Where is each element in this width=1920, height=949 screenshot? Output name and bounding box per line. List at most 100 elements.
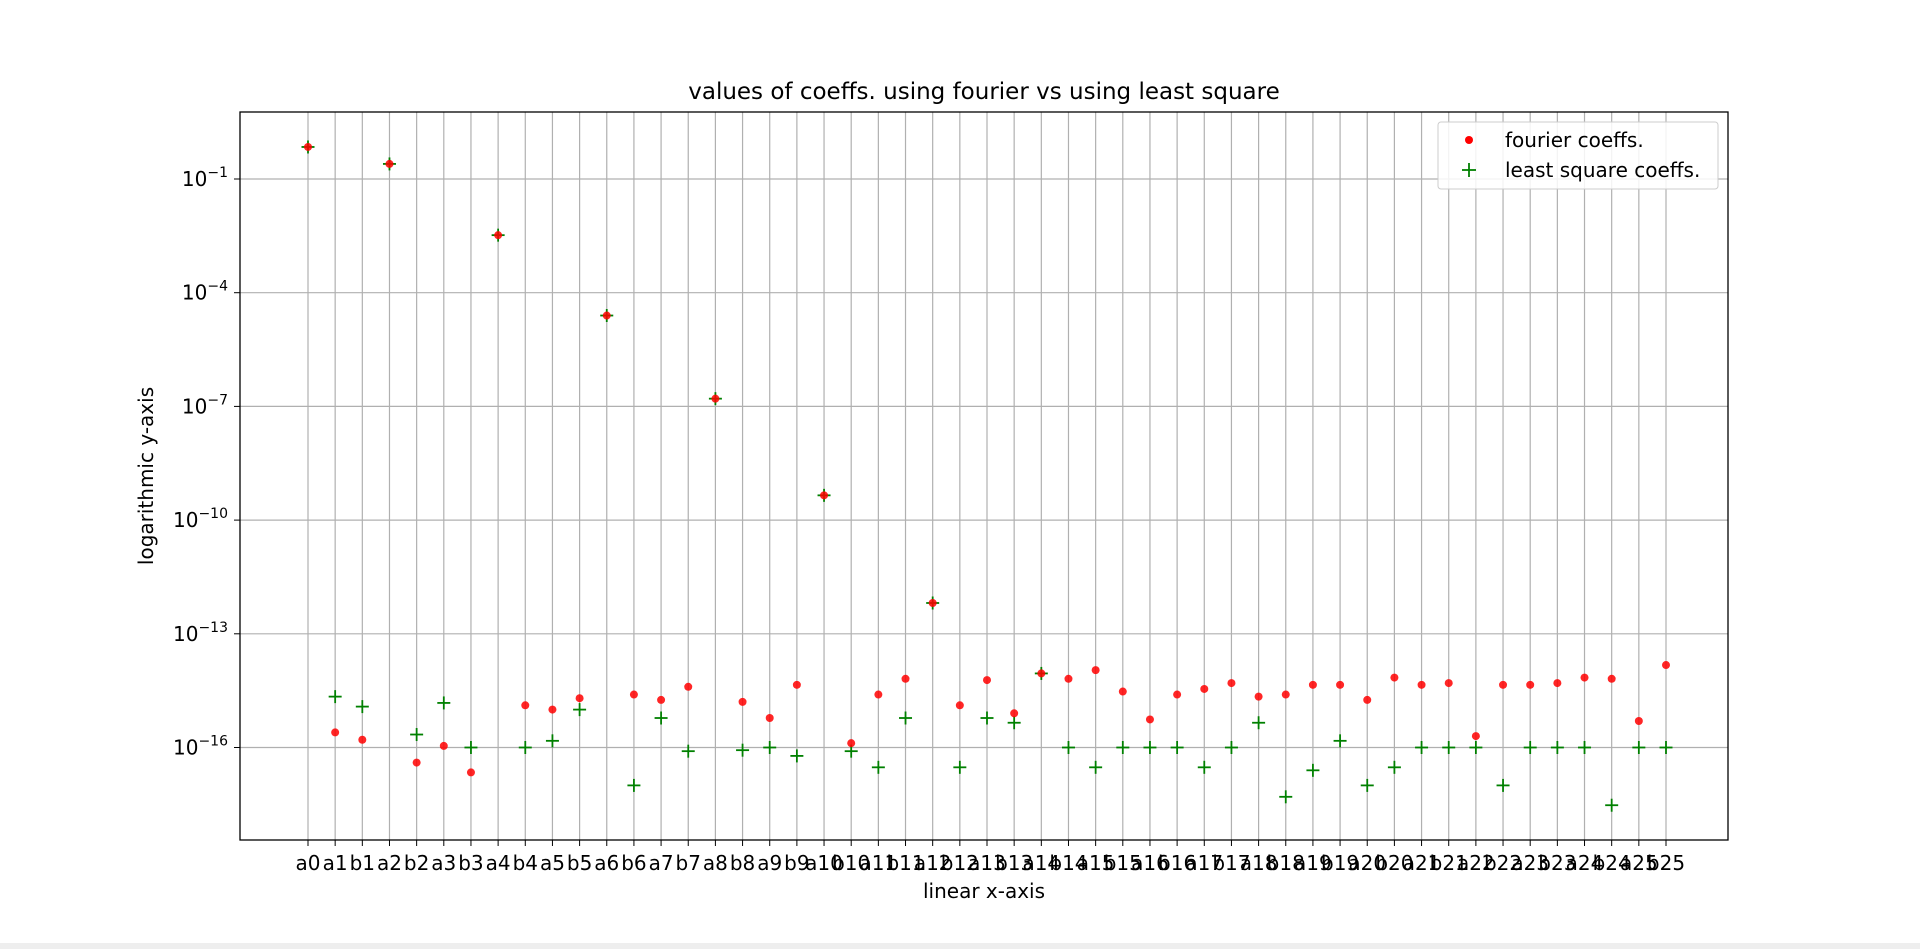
least-square-point — [1415, 741, 1429, 754]
x-tick-label: b8 — [730, 851, 755, 875]
x-tick-label: a24 — [1566, 851, 1604, 875]
x-tick-label: a12 — [914, 851, 952, 875]
fourier-point — [1064, 674, 1073, 683]
x-tick-label: b17 — [1212, 851, 1250, 875]
x-tick-label: b7 — [676, 851, 701, 875]
fourier-point — [1662, 661, 1670, 670]
y-tick-label: 10−10 — [173, 506, 228, 532]
least-square-point — [1442, 741, 1456, 754]
fourier-point — [1254, 692, 1263, 701]
x-tick-label: a1 — [323, 851, 348, 875]
least-square-point — [736, 743, 750, 757]
least-square-point — [1306, 763, 1320, 777]
x-tick-label: a15 — [1077, 851, 1115, 875]
fourier-point — [602, 311, 611, 320]
chart-title: values of coeffs. using fourier vs using… — [688, 79, 1280, 105]
fourier-point — [765, 714, 774, 723]
fourier-point — [1091, 666, 1100, 675]
x-tick-label: a3 — [431, 851, 456, 875]
least-square-point — [410, 728, 424, 742]
fourier-point — [901, 674, 910, 683]
x-tick-label: a18 — [1240, 851, 1278, 875]
grid-lines — [240, 112, 1728, 840]
fourier-point — [304, 142, 312, 151]
x-tick-label: a22 — [1457, 851, 1495, 875]
least-square-point — [1523, 741, 1537, 754]
fourier-point — [1390, 673, 1399, 682]
least-square-point — [1496, 778, 1510, 792]
least-square-point — [1170, 741, 1184, 754]
least-square-point — [1333, 734, 1347, 748]
least-square-point — [654, 711, 668, 725]
x-axis-label: linear x-axis — [923, 879, 1045, 903]
least-square-point — [1224, 741, 1238, 754]
x-tick-label: b11 — [886, 851, 924, 875]
fourier-point — [1553, 679, 1562, 688]
least-square-point — [1578, 741, 1592, 754]
fourier-point — [1607, 674, 1616, 683]
legend-box — [1437, 121, 1719, 190]
x-tick-label: a4 — [486, 851, 511, 875]
x-tick-label: a13 — [968, 851, 1006, 875]
fourier-point — [1634, 717, 1643, 726]
least-square-point — [1143, 741, 1157, 754]
x-tick-label: b4 — [513, 851, 538, 875]
least-square-point — [681, 744, 695, 758]
least-square-point — [1632, 741, 1646, 754]
fourier-point — [412, 758, 421, 767]
legend-fourier-label: fourier coeffs. — [1505, 128, 1644, 152]
least-square-point — [1252, 716, 1266, 730]
fourier-point — [1526, 680, 1535, 689]
x-tick-label: b24 — [1593, 851, 1631, 875]
x-tick-label: a5 — [540, 851, 565, 875]
x-tick-label: a11 — [860, 851, 898, 875]
least-square-point — [871, 760, 885, 774]
least-square-point — [1360, 778, 1374, 792]
axis-ticks: a0 a1 b1 a2 b2 a3 b3 a4 b4 a5 b5 a6 b6 a7 b7 a8 b8 a9 b9a1… — [173, 165, 1685, 875]
x-tick-label: b12 — [941, 851, 979, 875]
x-tick-label: a0 — [296, 851, 321, 875]
least-square-point — [1089, 760, 1103, 774]
x-tick-label: b13 — [995, 851, 1033, 875]
y-tick-label: 10−16 — [173, 734, 228, 760]
fourier-point — [331, 728, 340, 737]
x-tick-label: b18 — [1267, 851, 1305, 875]
fourier-point — [466, 768, 475, 777]
least-square-point — [899, 711, 913, 725]
data-marks — [301, 140, 1673, 812]
x-tick-label: a2 — [377, 851, 402, 875]
fourier-point — [792, 680, 801, 689]
fourier-point — [1580, 673, 1589, 682]
legend: fourier coeffs. least square coeffs. — [1437, 121, 1719, 190]
least-square-point — [1279, 790, 1293, 804]
least-square-point — [1605, 798, 1619, 812]
x-tick-label: b25 — [1647, 851, 1685, 875]
x-tick-label: b15 — [1104, 851, 1142, 875]
x-tick-label: b1 — [350, 851, 375, 875]
x-tick-label: b10 — [832, 851, 870, 875]
least-square-point — [518, 741, 532, 754]
x-tick-label: a17 — [1185, 851, 1223, 875]
x-tick-label: b23 — [1538, 851, 1576, 875]
x-tick-label: b16 — [1158, 851, 1196, 875]
legend-least-square-marker — [1462, 163, 1476, 177]
x-tick-label: a8 — [703, 851, 728, 875]
fourier-point — [928, 598, 937, 607]
fourier-point — [1200, 684, 1209, 693]
window-bottom-strip — [0, 943, 1920, 949]
x-tick-label: a16 — [1131, 851, 1169, 875]
x-tick-label: a10 — [805, 851, 843, 875]
least-square-point — [790, 749, 804, 763]
y-tick-label: 10−13 — [173, 620, 228, 646]
least-square-point — [545, 734, 559, 748]
fourier-point — [1118, 687, 1127, 696]
fourier-point — [1037, 669, 1046, 678]
fourier-point — [684, 682, 693, 691]
x-tick-label: b14 — [1049, 851, 1087, 875]
fourier-point — [439, 741, 448, 750]
x-tick-label: a21 — [1403, 851, 1441, 875]
least-square-point — [1469, 741, 1483, 754]
fourier-point — [358, 735, 367, 744]
y-tick-label: 10−7 — [182, 392, 228, 418]
fourier-point — [1227, 679, 1236, 688]
